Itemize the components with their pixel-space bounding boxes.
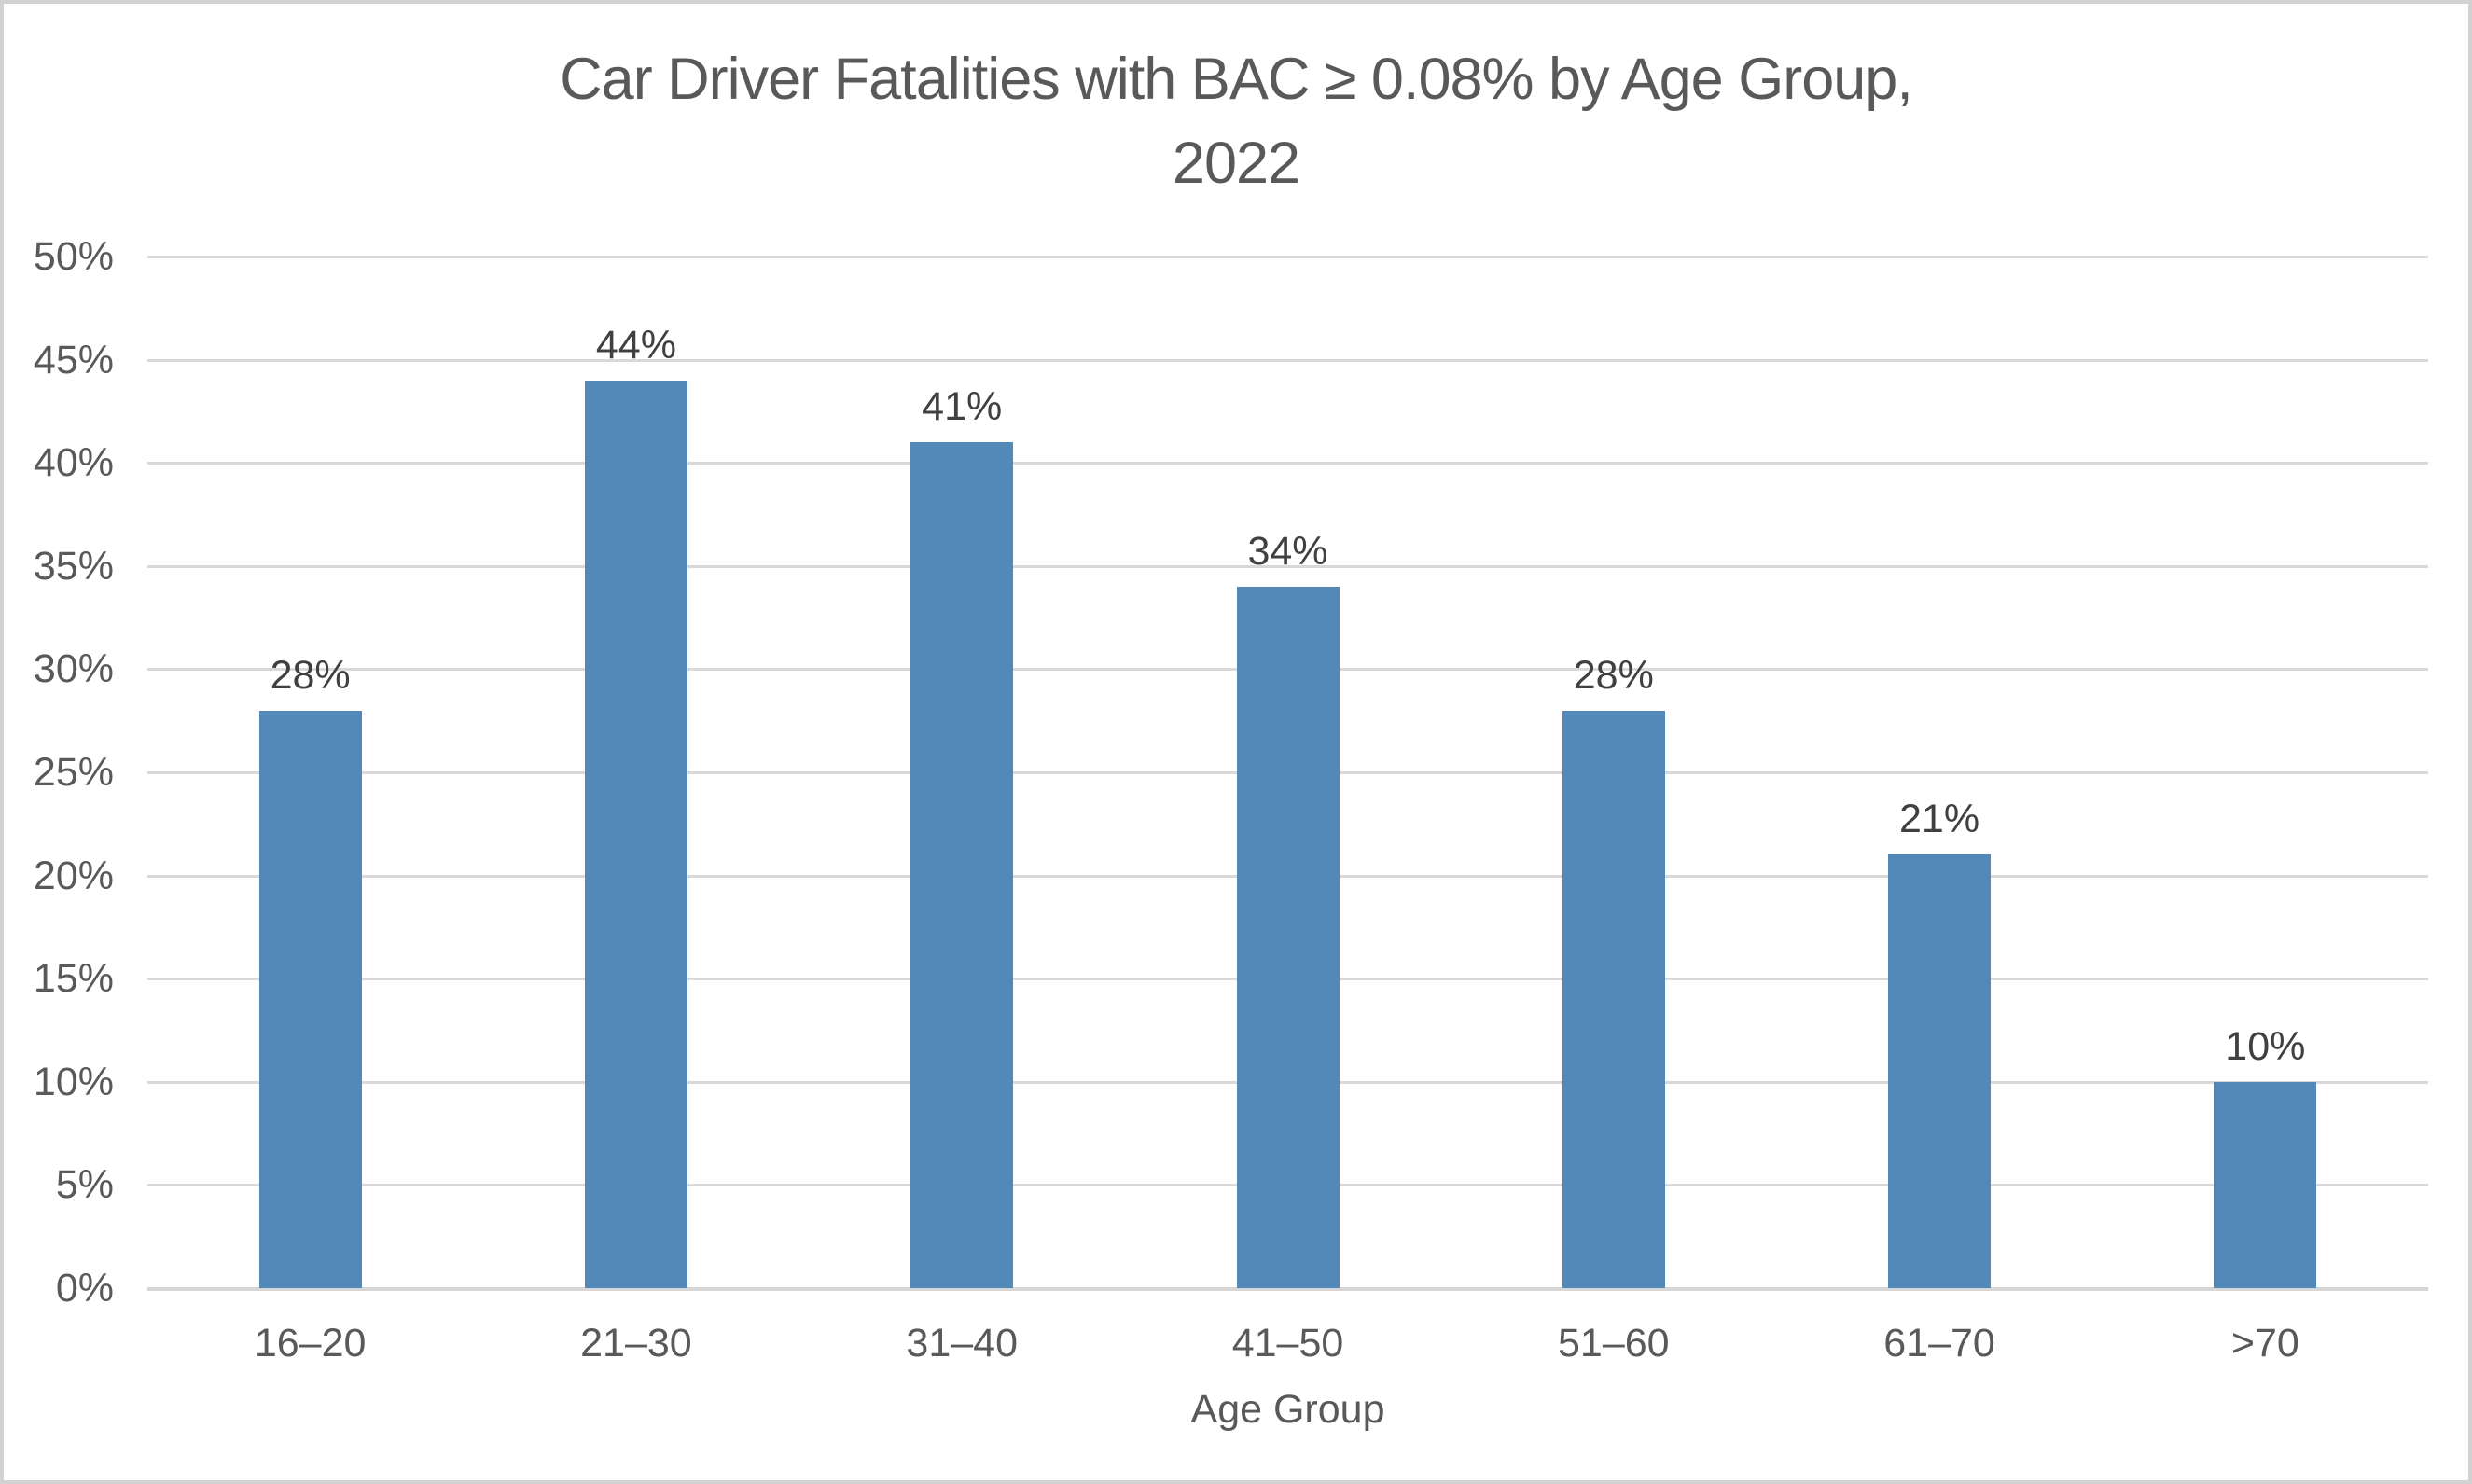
bar-31-40 xyxy=(910,442,1014,1288)
gridline xyxy=(147,256,2428,258)
bar-21-30 xyxy=(584,380,687,1288)
x-axis-category-label: >70 xyxy=(2230,1321,2299,1366)
y-axis-tick-label: 25% xyxy=(33,750,114,795)
y-axis-tick-label: 50% xyxy=(33,234,114,279)
x-axis-line xyxy=(147,1287,2428,1291)
bar-value-label: 41% xyxy=(922,384,1003,430)
y-axis-tick-label: 40% xyxy=(33,440,114,486)
y-axis-tick-label: 45% xyxy=(33,337,114,382)
y-axis-tick-label: 30% xyxy=(33,646,114,692)
chart-title-line-2: 2022 xyxy=(1172,131,1300,196)
bar-value-label: 21% xyxy=(1899,797,1980,842)
chart-title: Car Driver Fatalities with BAC ≥ 0.08% b… xyxy=(4,37,2468,205)
bar-value-label: 28% xyxy=(1573,652,1654,698)
bar-value-label: 34% xyxy=(1247,528,1328,574)
bar-value-label: 44% xyxy=(595,322,676,368)
x-axis-category-label: 31–40 xyxy=(906,1321,1018,1366)
y-axis-tick-label: 10% xyxy=(33,1059,114,1104)
y-axis-tick-label: 35% xyxy=(33,543,114,589)
bar-value-label: 10% xyxy=(2225,1023,2306,1069)
x-axis-category-label: 61–70 xyxy=(1883,1321,1995,1366)
x-axis-category-label: 41–50 xyxy=(1231,1321,1344,1366)
bar-41-50 xyxy=(1236,586,1340,1288)
y-axis-tick-label: 20% xyxy=(33,853,114,898)
x-axis-title: Age Group xyxy=(1190,1387,1385,1432)
bar-gt-70 xyxy=(2214,1081,2317,1288)
x-axis-category-label: 51–60 xyxy=(1557,1321,1670,1366)
y-axis-tick-label: 0% xyxy=(55,1266,114,1311)
x-axis-category-label: 21–30 xyxy=(580,1321,692,1366)
chart-title-line-1: Car Driver Fatalities with BAC ≥ 0.08% b… xyxy=(560,47,1913,112)
x-axis-category-label: 16–20 xyxy=(254,1321,367,1366)
bar-value-label: 28% xyxy=(270,652,351,698)
bar-51-60 xyxy=(1562,710,1665,1288)
bar-61-70 xyxy=(1888,854,1992,1288)
gridline xyxy=(147,462,2428,465)
bar-16-20 xyxy=(258,710,362,1288)
gridline xyxy=(147,358,2428,362)
y-axis-tick-label: 5% xyxy=(55,1162,114,1208)
gridline xyxy=(147,564,2428,568)
y-axis-tick-label: 15% xyxy=(33,956,114,1002)
